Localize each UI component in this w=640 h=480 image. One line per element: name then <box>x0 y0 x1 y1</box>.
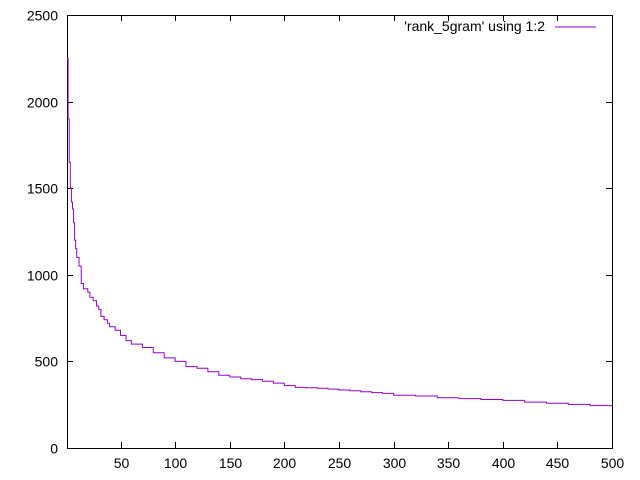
x-tick-label: 200 <box>273 455 297 471</box>
y-tick-label: 500 <box>35 354 59 370</box>
x-tick-label: 500 <box>601 455 625 471</box>
x-tick-label: 300 <box>383 455 407 471</box>
x-axis-ticks: 50 100 150 200 250 300 350 400 450 500 <box>114 15 625 471</box>
x-tick-label: 350 <box>437 455 461 471</box>
series-line-0 <box>67 57 613 407</box>
y-tick-label: 2000 <box>27 95 58 111</box>
x-tick-label: 50 <box>114 455 130 471</box>
legend: 'rank_5gram' using 1:2 <box>404 18 596 34</box>
series-layer <box>67 57 613 407</box>
plot-frame <box>67 15 613 449</box>
y-tick-label: 1000 <box>27 268 58 284</box>
x-tick-label: 400 <box>492 455 516 471</box>
legend-label: 'rank_5gram' using 1:2 <box>404 18 545 34</box>
x-tick-label: 150 <box>219 455 243 471</box>
y-tick-label: 0 <box>50 441 58 457</box>
y-tick-label: 2500 <box>27 8 58 24</box>
x-tick-label: 250 <box>328 455 352 471</box>
y-axis-ticks: 0 500 1000 1500 2000 2500 <box>27 8 612 457</box>
x-tick-label: 450 <box>546 455 570 471</box>
x-tick-label: 100 <box>164 455 188 471</box>
y-tick-label: 1500 <box>27 181 58 197</box>
